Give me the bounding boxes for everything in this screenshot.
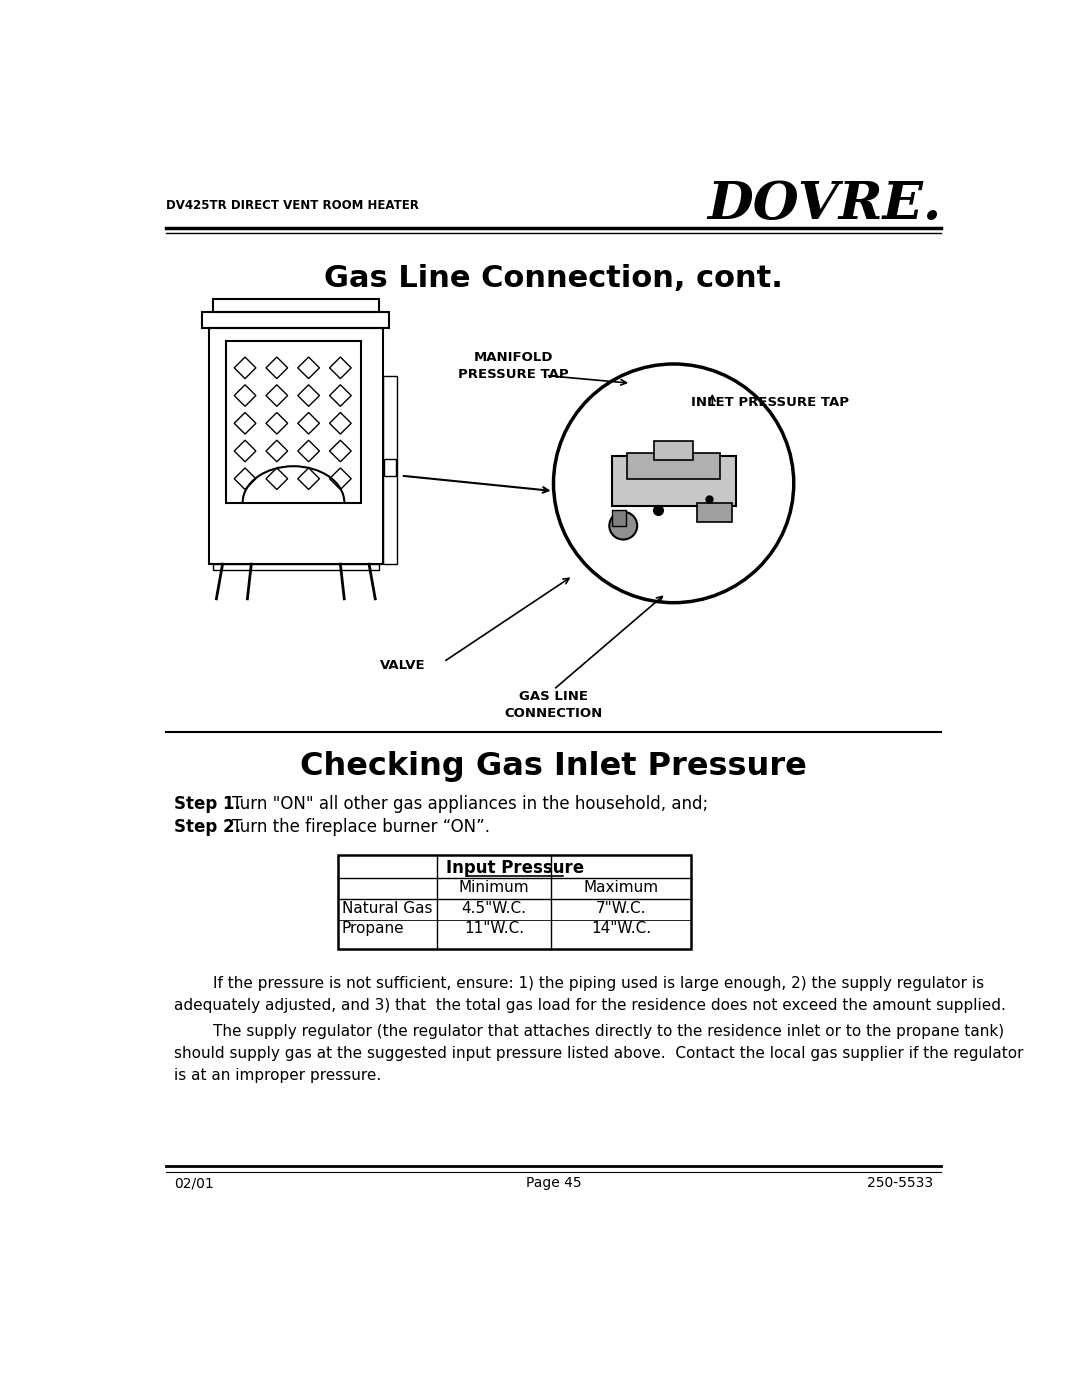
Bar xyxy=(383,458,396,475)
Text: INLET PRESSURE TAP: INLET PRESSURE TAP xyxy=(691,397,850,409)
Text: Gas Line Connection, cont.: Gas Line Connection, cont. xyxy=(324,264,783,293)
Text: Propane: Propane xyxy=(342,922,405,936)
Bar xyxy=(202,313,389,328)
Text: Input Pressure: Input Pressure xyxy=(446,859,584,877)
Text: DV425TR DIRECT VENT ROOM HEATER: DV425TR DIRECT VENT ROOM HEATER xyxy=(166,200,419,212)
Text: The supply regulator (the regulator that attaches directly to the residence inle: The supply regulator (the regulator that… xyxy=(174,1024,1023,1083)
Text: Step 1.: Step 1. xyxy=(174,795,241,813)
Bar xyxy=(383,376,397,564)
Text: 11"W.C.: 11"W.C. xyxy=(464,922,524,936)
Bar xyxy=(611,457,735,507)
Text: Natural Gas: Natural Gas xyxy=(342,901,432,915)
Bar xyxy=(338,855,691,949)
Bar xyxy=(611,510,625,525)
Bar xyxy=(697,503,732,522)
Text: Minimum: Minimum xyxy=(459,880,529,895)
Text: Step 2.: Step 2. xyxy=(174,819,241,837)
Text: Turn "ON" all other gas appliances in the household, and;: Turn "ON" all other gas appliances in th… xyxy=(232,795,708,813)
Text: VALVE: VALVE xyxy=(379,659,426,672)
Text: GAS LINE
CONNECTION: GAS LINE CONNECTION xyxy=(504,690,603,719)
Text: 250-5533: 250-5533 xyxy=(867,1176,933,1190)
Text: If the pressure is not sufficient, ensure: 1) the piping used is large enough, 2: If the pressure is not sufficient, ensur… xyxy=(174,977,1005,1013)
Text: 7"W.C.: 7"W.C. xyxy=(596,901,647,915)
Text: MANIFOLD
PRESSURE TAP: MANIFOLD PRESSURE TAP xyxy=(458,351,568,381)
Text: Turn the fireplace burner “ON”.: Turn the fireplace burner “ON”. xyxy=(232,819,490,837)
Text: Maximum: Maximum xyxy=(584,880,659,895)
Circle shape xyxy=(554,365,794,602)
Text: 14"W.C.: 14"W.C. xyxy=(591,922,651,936)
Text: Checking Gas Inlet Pressure: Checking Gas Inlet Pressure xyxy=(300,752,807,782)
Text: 4.5"W.C.: 4.5"W.C. xyxy=(462,901,527,915)
Bar xyxy=(654,441,693,460)
Text: DOVRE.: DOVRE. xyxy=(706,179,941,231)
Bar xyxy=(213,299,379,313)
Circle shape xyxy=(609,511,637,539)
Text: Page 45: Page 45 xyxy=(526,1176,581,1190)
Bar xyxy=(208,328,383,564)
Bar xyxy=(226,341,362,503)
Bar xyxy=(213,564,379,570)
Bar xyxy=(627,453,720,479)
Text: 02/01: 02/01 xyxy=(174,1176,214,1190)
